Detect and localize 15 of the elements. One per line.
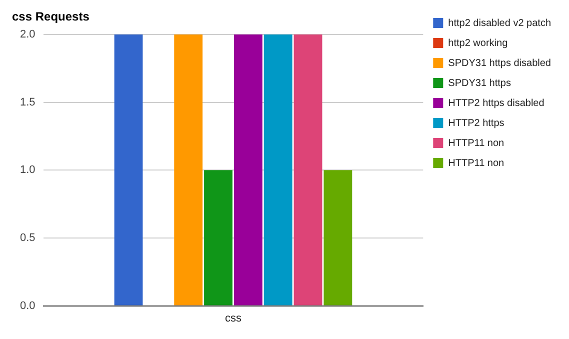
legend-label: http2 working <box>448 38 508 49</box>
legend-label: HTTP2 https disabled <box>448 98 544 109</box>
legend-label: http2 disabled v2 patch <box>448 18 552 29</box>
y-tick-label: 0.0 <box>20 300 36 312</box>
legend-label: SPDY31 https <box>448 78 511 89</box>
x-tick-label: css <box>224 312 242 324</box>
legend-label: HTTP11 non <box>448 158 504 169</box>
y-tick-label: 2.0 <box>20 28 36 40</box>
y-tick-label: 1.0 <box>20 164 36 176</box>
legend-label: SPDY31 https disabled <box>448 58 551 69</box>
legend-label: HTTP11 non <box>448 138 504 149</box>
y-tick-label: 0.5 <box>20 232 36 244</box>
chart-title: css Requests <box>12 10 90 24</box>
y-tick-label: 1.5 <box>20 96 36 108</box>
legend-label: HTTP2 https <box>448 118 504 129</box>
